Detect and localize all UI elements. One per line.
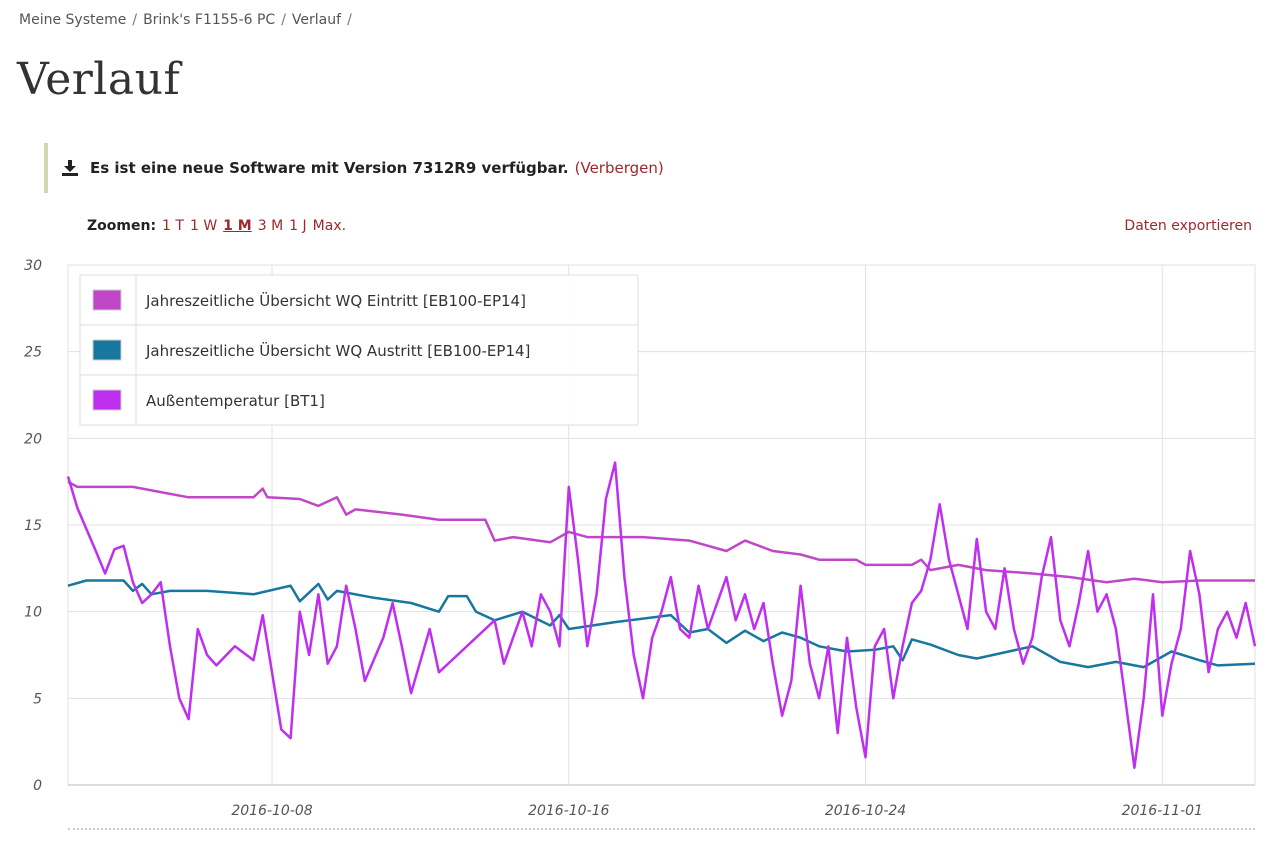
x-tick-label: 2016-10-08 — [231, 803, 312, 819]
page-title: Verlauf — [17, 54, 181, 105]
breadcrumb-item-history[interactable]: Verlauf — [291, 12, 342, 28]
zoom-option-1-year[interactable]: 1 J — [289, 218, 307, 234]
legend-label: Außentemperatur [BT1] — [146, 392, 325, 410]
y-tick-label: 0 — [33, 778, 42, 794]
y-tick-label: 10 — [24, 605, 42, 621]
history-line-chart: 0 5 10 15 20 25 30 2016-10-08 2016-10-16 2016-10-… — [24, 258, 1257, 819]
legend-box — [79, 274, 639, 426]
breadcrumb-separator: / — [132, 12, 138, 28]
y-tick-label: 15 — [24, 518, 42, 534]
bottom-divider — [68, 828, 1255, 830]
breadcrumb-separator: / — [347, 12, 352, 28]
legend-swatch — [92, 389, 122, 411]
zoom-option-3-months[interactable]: 3 M — [257, 218, 284, 234]
y-tick-label: 20 — [24, 431, 42, 447]
legend-swatch — [92, 339, 122, 361]
zoom-option-1-day[interactable]: 1 T — [162, 218, 184, 234]
line-series-aussentemperatur — [66, 461, 1257, 769]
legend-label: Jahreszeitliche Übersicht WQ Austritt [E… — [145, 341, 530, 360]
download-icon — [62, 160, 78, 176]
breadcrumb-item-system[interactable]: Brink's F1155-6 PC — [143, 12, 276, 28]
breadcrumb-separator: / — [281, 12, 286, 28]
legend-label: Jahreszeitliche Übersicht WQ Eintritt [E… — [145, 291, 526, 310]
x-tick-label: 2016-10-24 — [825, 803, 906, 819]
line-series-wq-eintritt — [67, 480, 1255, 584]
zoom-option-max[interactable]: Max. — [312, 218, 347, 234]
y-tick-label: 5 — [33, 691, 42, 707]
export-data-link[interactable]: Daten exportieren — [1124, 218, 1252, 234]
zoom-bar: Zoomen: 1 T 1 W 1 M 3 M 1 J Max. — [87, 218, 352, 234]
y-tick-label: 30 — [24, 258, 42, 274]
software-update-notice: Es ist eine neue Software mit Version 73… — [44, 143, 664, 193]
x-tick-label: 2016-11-01 — [1122, 803, 1203, 819]
breadcrumb: Meine Systeme / Brink's F1155-6 PC / Ver… — [19, 12, 358, 28]
hide-notice-link[interactable]: (Verbergen) — [574, 159, 664, 177]
zoom-option-1-month[interactable]: 1 M — [223, 218, 252, 234]
y-tick-label: 25 — [24, 345, 42, 361]
line-series-wq-austritt — [67, 579, 1256, 669]
zoom-label: Zoomen: — [87, 218, 157, 234]
legend-swatch — [92, 289, 122, 311]
x-tick-label: 2016-10-16 — [528, 803, 609, 819]
zoom-option-1-week[interactable]: 1 W — [189, 218, 218, 234]
notice-text: Es ist eine neue Software mit Version 73… — [90, 159, 569, 177]
breadcrumb-item-systems[interactable]: Meine Systeme — [19, 12, 127, 28]
